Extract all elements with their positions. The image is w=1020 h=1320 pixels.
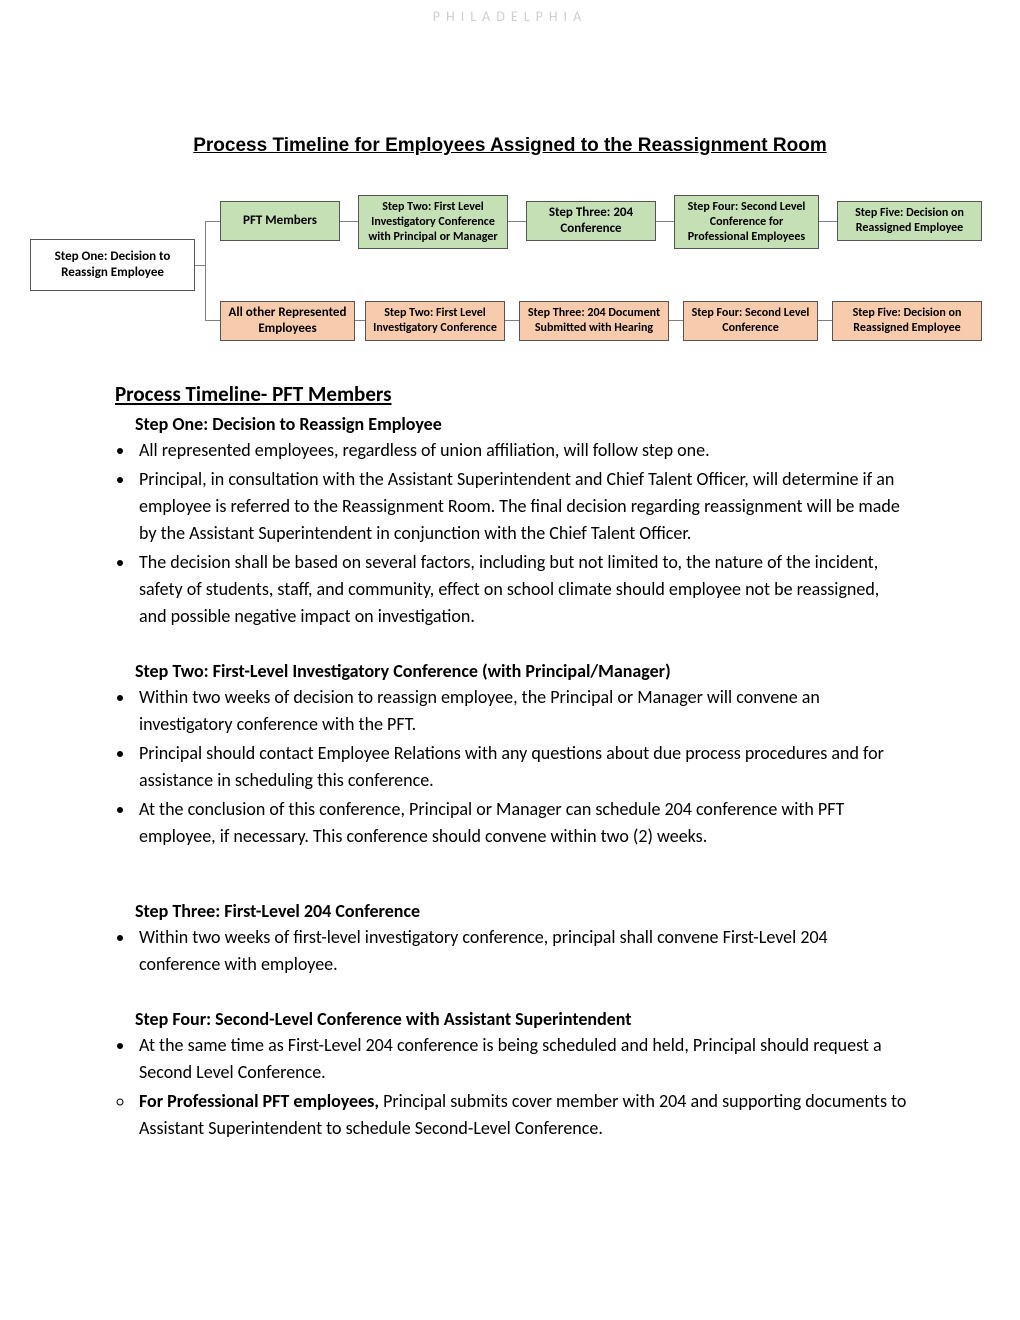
sub-bold: For Professional PFT employees,	[139, 1090, 383, 1112]
bullet: At the same time as First-Level 204 conf…	[135, 1032, 910, 1086]
sub-bullet: For Professional PFT employees, Principa…	[135, 1088, 910, 1142]
bullet: Within two weeks of decision to reassign…	[135, 684, 910, 738]
fc-line	[818, 320, 832, 321]
bullet: The decision shall be based on several f…	[135, 549, 910, 630]
step1-heading: Step One: Decision to Reassign Employee	[135, 413, 1020, 435]
fc-pft-members: PFT Members	[220, 201, 340, 241]
fc-a3: Step Three: 204 Conference	[526, 201, 656, 241]
bullet: Principal should contact Employee Relati…	[135, 740, 910, 794]
fc-a5: Step Five: Decision on Reassigned Employ…	[837, 201, 982, 241]
bullet: At the conclusion of this conference, Pr…	[135, 796, 910, 850]
fc-line	[205, 221, 206, 321]
fc-b4: Step Four: Second Level Conference	[683, 301, 818, 341]
step2-heading: Step Two: First-Level Investigatory Conf…	[135, 660, 1020, 682]
fc-line	[508, 221, 526, 222]
fc-line	[355, 320, 365, 321]
bullet: Principal, in consultation with the Assi…	[135, 466, 910, 547]
step4-heading: Step Four: Second-Level Conference with …	[135, 1008, 1020, 1030]
fc-line	[205, 320, 220, 321]
step2-bullets: Within two weeks of decision to reassign…	[135, 684, 910, 850]
fc-line	[505, 320, 519, 321]
document-title: Process Timeline for Employees Assigned …	[0, 135, 1020, 157]
step1-bullets: All represented employees, regardless of…	[135, 437, 910, 630]
fc-line	[656, 221, 674, 222]
bullet: All represented employees, regardless of…	[135, 437, 910, 464]
fc-other-employees: All other Represented Employees	[220, 301, 355, 341]
step4-bullets: At the same time as First-Level 204 conf…	[135, 1032, 910, 1142]
fc-line	[819, 221, 837, 222]
fc-line	[195, 265, 205, 266]
step3-bullets: Within two weeks of first-level investig…	[135, 924, 910, 978]
fc-a2: Step Two: First Level Investigatory Conf…	[358, 195, 508, 249]
fc-line	[340, 221, 358, 222]
fc-line	[669, 320, 683, 321]
flowchart: Step One: Decision to Reassign Employee …	[30, 201, 990, 351]
fc-b5: Step Five: Decision on Reassigned Employ…	[832, 301, 982, 341]
fc-b3: Step Three: 204 Document Submitted with …	[519, 301, 669, 341]
fc-line	[205, 221, 220, 222]
header-band: PHILADELPHIA	[0, 0, 1020, 25]
bullet: Within two weeks of first-level investig…	[135, 924, 910, 978]
step3-heading: Step Three: First-Level 204 Conference	[135, 900, 1020, 922]
section-title: Process Timeline- PFT Members	[115, 381, 1020, 407]
fc-step-one: Step One: Decision to Reassign Employee	[30, 239, 195, 291]
fc-a4: Step Four: Second Level Conference for P…	[674, 195, 819, 249]
fc-b2: Step Two: First Level Investigatory Conf…	[365, 301, 505, 341]
